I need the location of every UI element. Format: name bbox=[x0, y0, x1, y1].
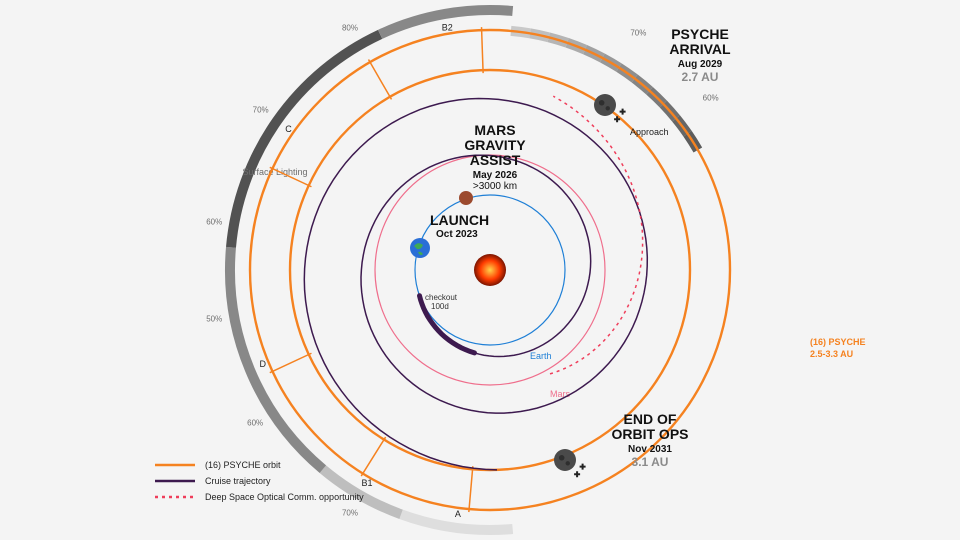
percent-tick: 60% bbox=[703, 94, 719, 103]
mars-icon bbox=[459, 191, 473, 205]
mga-date: May 2026 bbox=[473, 170, 518, 181]
legend-label: Deep Space Optical Comm. opportunity bbox=[205, 492, 364, 502]
mga-detail: >3000 km bbox=[473, 181, 517, 192]
endops-au: 3.1 AU bbox=[632, 455, 669, 469]
checkout-sub: 100d bbox=[431, 302, 449, 311]
mars-label: Mars bbox=[550, 389, 570, 399]
endops-title-2: ORBIT OPS bbox=[611, 426, 688, 442]
endops-date: Nov 2031 bbox=[628, 444, 672, 455]
trajectory-diagram: AB1DCB290%80%70%60%50%60%70%80%90%80%70%… bbox=[0, 0, 960, 540]
lighting-seg-label: D bbox=[259, 359, 266, 369]
percent-tick: 60% bbox=[247, 418, 263, 427]
surface-lighting-label: Surface Lighting bbox=[242, 167, 307, 177]
launch-title: LAUNCH bbox=[430, 212, 489, 228]
mga-title-1: MARS bbox=[474, 122, 515, 138]
earth-label: Earth bbox=[530, 351, 552, 361]
checkout-label: checkout bbox=[425, 293, 458, 302]
endops-title-1: END OF bbox=[624, 411, 677, 427]
percent-tick: 50% bbox=[206, 315, 222, 324]
arrival-title-2: ARRIVAL bbox=[669, 41, 731, 57]
arrival-au: 2.7 AU bbox=[682, 70, 719, 84]
launch-date: Oct 2023 bbox=[436, 229, 478, 240]
percent-tick: 70% bbox=[253, 105, 269, 114]
psyche-orbit-au: 2.5-3.3 AU bbox=[810, 349, 853, 359]
percent-tick: 70% bbox=[630, 29, 646, 38]
mga-title-2: GRAVITY bbox=[464, 137, 526, 153]
psyche-orbit-label: (16) PSYCHE bbox=[810, 337, 866, 347]
arrival-date: Aug 2029 bbox=[678, 59, 723, 70]
percent-tick: 70% bbox=[342, 508, 358, 517]
lighting-seg-label: B2 bbox=[442, 23, 453, 33]
lighting-seg-label: C bbox=[285, 124, 292, 134]
approach-label: Approach bbox=[630, 127, 669, 137]
lighting-seg-label: A bbox=[455, 509, 461, 519]
mga-title-3: ASSIST bbox=[470, 152, 521, 168]
legend-label: Cruise trajectory bbox=[205, 476, 271, 486]
percent-tick: 60% bbox=[206, 217, 222, 226]
arrival-title-1: PSYCHE bbox=[671, 26, 729, 42]
sun-icon bbox=[474, 254, 506, 286]
percent-tick: 80% bbox=[342, 24, 358, 33]
earth-icon bbox=[410, 238, 430, 258]
legend-label: (16) PSYCHE orbit bbox=[205, 460, 281, 470]
